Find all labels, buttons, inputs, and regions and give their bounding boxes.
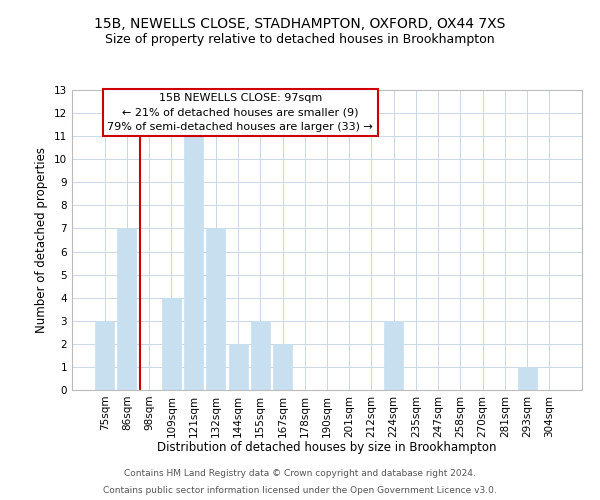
X-axis label: Distribution of detached houses by size in Brookhampton: Distribution of detached houses by size … [157,441,497,454]
Text: 15B, NEWELLS CLOSE, STADHAMPTON, OXFORD, OX44 7XS: 15B, NEWELLS CLOSE, STADHAMPTON, OXFORD,… [94,18,506,32]
Bar [229,344,248,390]
Bar [251,321,270,390]
Text: 15B NEWELLS CLOSE: 97sqm
← 21% of detached houses are smaller (9)
79% of semi-de: 15B NEWELLS CLOSE: 97sqm ← 21% of detach… [107,93,373,132]
Bar [518,367,536,390]
Bar [118,228,136,390]
Bar [184,136,203,390]
Y-axis label: Number of detached properties: Number of detached properties [35,147,49,333]
Bar [162,298,181,390]
Text: Contains HM Land Registry data © Crown copyright and database right 2024.: Contains HM Land Registry data © Crown c… [124,468,476,477]
Bar [273,344,292,390]
Bar [206,228,225,390]
Text: Size of property relative to detached houses in Brookhampton: Size of property relative to detached ho… [105,32,495,46]
Text: Contains public sector information licensed under the Open Government Licence v3: Contains public sector information licen… [103,486,497,495]
Bar [95,321,114,390]
Bar [384,321,403,390]
